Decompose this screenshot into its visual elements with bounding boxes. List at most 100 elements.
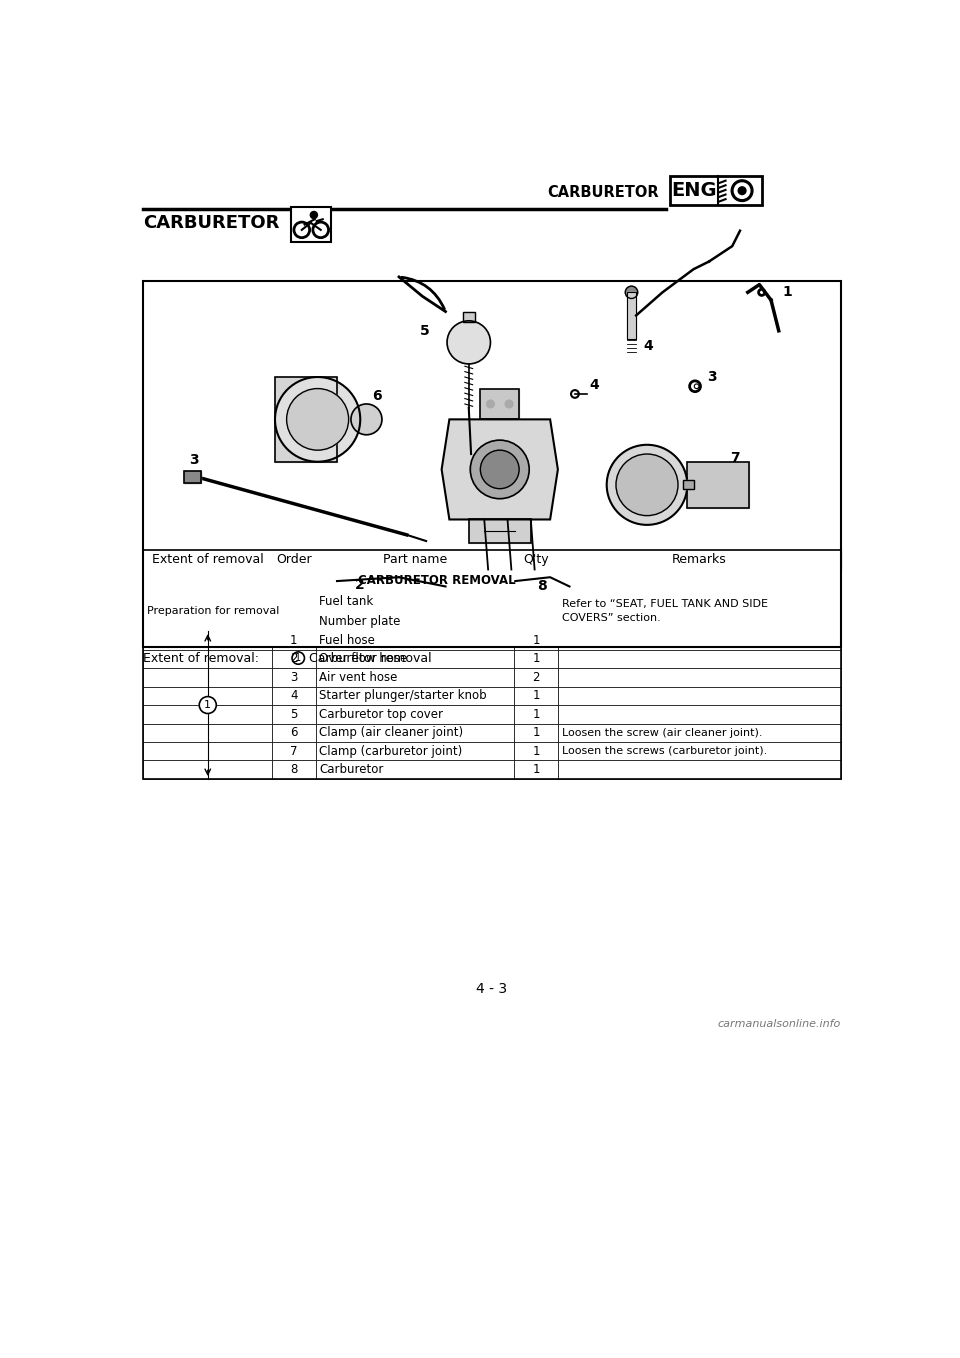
Bar — [273, 760, 316, 779]
Bar — [316, 724, 515, 741]
Text: 4: 4 — [588, 378, 599, 391]
Bar — [273, 649, 316, 668]
Circle shape — [505, 401, 513, 407]
Bar — [463, 312, 475, 322]
Bar — [559, 591, 841, 612]
Text: CARBURETOR REMOVAL: CARBURETOR REMOVAL — [358, 574, 516, 587]
Bar — [468, 520, 531, 543]
Text: 2: 2 — [533, 671, 540, 684]
Bar — [670, 177, 761, 205]
Text: Carburetor top cover: Carburetor top cover — [320, 708, 444, 721]
Bar — [559, 569, 841, 591]
Bar — [183, 471, 201, 483]
Bar — [143, 687, 273, 705]
Bar — [143, 550, 841, 779]
Bar — [143, 668, 273, 687]
Circle shape — [351, 403, 382, 435]
Text: 1: 1 — [533, 708, 540, 721]
Text: 1: 1 — [290, 634, 298, 646]
Bar — [316, 687, 515, 705]
Polygon shape — [442, 420, 558, 520]
Circle shape — [470, 440, 529, 498]
Text: 1: 1 — [533, 763, 540, 777]
Text: 4: 4 — [290, 690, 298, 702]
Bar — [275, 378, 337, 462]
Text: Loosen the screw (air cleaner joint).: Loosen the screw (air cleaner joint). — [563, 728, 762, 737]
Bar — [183, 471, 201, 483]
Text: 3: 3 — [290, 671, 298, 684]
Text: 3: 3 — [189, 454, 199, 467]
Bar — [316, 649, 515, 668]
Bar — [273, 631, 316, 649]
Bar — [559, 705, 841, 724]
Bar — [273, 591, 316, 612]
Circle shape — [607, 445, 687, 524]
Bar — [515, 569, 559, 591]
Circle shape — [310, 212, 318, 219]
Circle shape — [734, 183, 750, 198]
Text: 1: 1 — [533, 727, 540, 739]
Text: Fuel tank: Fuel tank — [320, 595, 373, 608]
Text: 2: 2 — [355, 579, 365, 592]
Bar — [273, 687, 316, 705]
Bar — [143, 550, 273, 569]
Text: 4 - 3: 4 - 3 — [476, 982, 508, 997]
Circle shape — [487, 401, 494, 407]
Bar — [316, 705, 515, 724]
Bar — [316, 591, 515, 612]
Bar — [559, 550, 841, 569]
Bar — [559, 631, 841, 649]
Bar — [143, 569, 273, 591]
Circle shape — [625, 287, 637, 299]
Circle shape — [275, 378, 360, 462]
Text: 1: 1 — [295, 653, 301, 663]
Bar — [316, 760, 515, 779]
Text: Order: Order — [276, 554, 312, 566]
Text: 7: 7 — [730, 451, 739, 464]
Bar — [143, 612, 273, 631]
Bar — [468, 520, 531, 543]
Bar — [143, 591, 273, 612]
Text: 6: 6 — [372, 390, 381, 403]
Bar — [480, 388, 519, 420]
Bar — [559, 687, 841, 705]
Circle shape — [200, 697, 216, 713]
Text: Carburetor: Carburetor — [320, 763, 384, 777]
Bar — [687, 462, 750, 508]
Bar — [275, 378, 337, 462]
Circle shape — [287, 388, 348, 449]
Bar — [480, 388, 519, 420]
Circle shape — [732, 179, 753, 201]
Text: 1: 1 — [204, 699, 211, 710]
Bar — [515, 687, 559, 705]
Bar — [684, 481, 694, 489]
Bar — [559, 760, 841, 779]
Bar — [273, 550, 316, 569]
Text: 1: 1 — [533, 634, 540, 646]
Bar — [559, 668, 841, 687]
Text: Refer to “SEAT, FUEL TANK AND SIDE
COVERS” section.: Refer to “SEAT, FUEL TANK AND SIDE COVER… — [563, 599, 768, 623]
Text: 1: 1 — [782, 285, 792, 299]
Text: 4: 4 — [643, 340, 653, 353]
Bar — [291, 206, 331, 242]
Bar — [559, 649, 841, 668]
Bar — [515, 668, 559, 687]
Bar — [316, 741, 515, 760]
Bar — [515, 612, 559, 631]
Bar — [316, 612, 515, 631]
Bar — [684, 481, 694, 489]
Circle shape — [480, 449, 519, 489]
Text: CARBURETOR: CARBURETOR — [143, 215, 279, 232]
Bar — [316, 631, 515, 649]
Text: 2: 2 — [290, 652, 298, 665]
Text: 6: 6 — [290, 727, 298, 739]
Bar — [515, 591, 559, 612]
Text: 5: 5 — [420, 323, 430, 338]
Bar — [143, 705, 273, 724]
Bar — [559, 741, 841, 760]
Bar — [463, 312, 475, 322]
Bar — [273, 612, 316, 631]
Text: 1: 1 — [533, 690, 540, 702]
Bar — [687, 462, 750, 508]
Text: 8: 8 — [538, 580, 547, 593]
